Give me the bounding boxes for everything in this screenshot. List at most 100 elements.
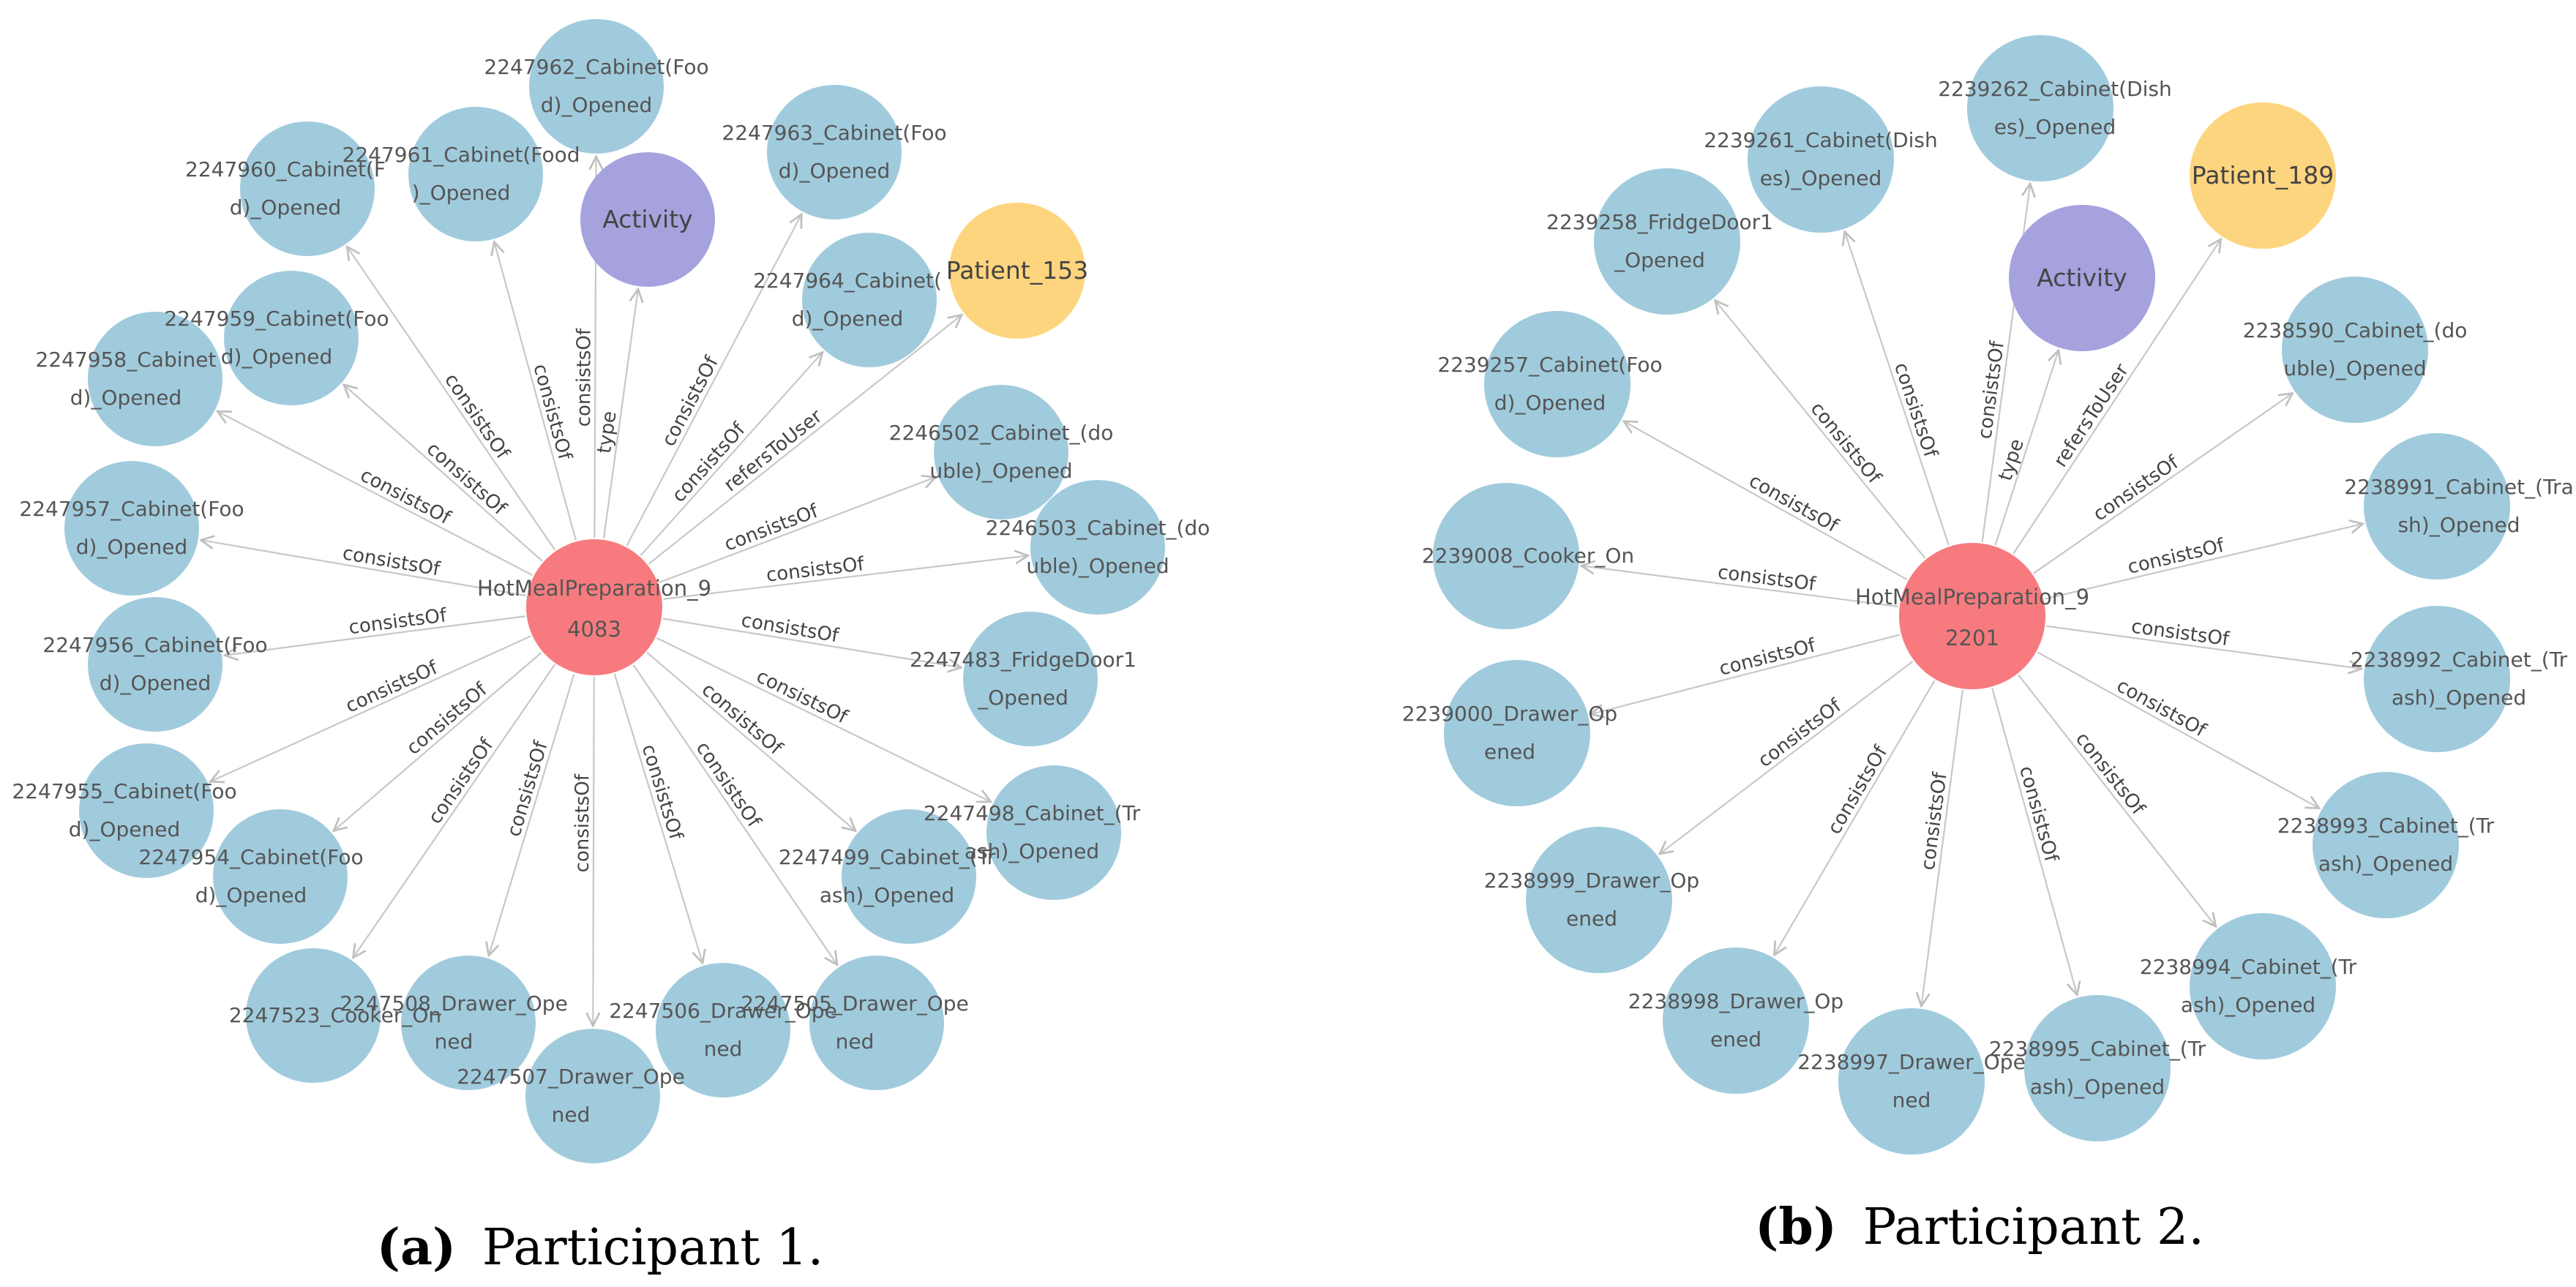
sensor-event-node[interactable] <box>809 956 944 1090</box>
node-label: uble)_Opened <box>1026 554 1169 578</box>
sensor-event-node[interactable] <box>246 948 381 1083</box>
sensor-event-node[interactable] <box>2190 913 2336 1059</box>
edge-line <box>1624 421 1908 581</box>
node-label: 2239258_FridgeDoor1 <box>1546 210 1773 234</box>
edge-label: consistsOf <box>1716 561 1817 596</box>
caption-participant-2: (b) Participant 2. <box>1755 1198 2204 1256</box>
edge-line <box>494 242 577 541</box>
edge-label: consistsOf <box>2071 728 2149 819</box>
sensor-event-node[interactable] <box>1663 948 1809 1094</box>
edge-line <box>646 651 855 831</box>
edge-label: consistsOf <box>637 742 687 843</box>
node-label: 2238999_Drawer_Op <box>1484 868 1699 893</box>
edge-line <box>1994 350 2058 546</box>
sensor-event-node[interactable] <box>1967 35 2113 181</box>
edge-line <box>626 214 801 547</box>
sensor-event-node[interactable] <box>79 743 214 878</box>
node-label: ash)_Opened <box>2030 1075 2165 1099</box>
edge-n2239261: consistsOf <box>1845 232 1950 546</box>
sensor-event-node[interactable] <box>767 85 902 219</box>
sensor-event-node[interactable] <box>64 461 199 596</box>
sensor-event-node[interactable] <box>1030 480 1165 615</box>
node-label: 2247964_Cabinet( <box>753 269 942 293</box>
sensor-event-node[interactable] <box>656 963 790 1097</box>
node-label: ash)_Opened <box>965 839 1099 863</box>
sensor-event-node[interactable] <box>401 956 536 1090</box>
node-label: d)_Opened <box>230 195 341 219</box>
node-label: Patient_189 <box>2192 161 2334 190</box>
edge-line <box>210 635 531 781</box>
node-label: 2239000_Drawer_Op <box>1402 702 1617 726</box>
sensor-event-node[interactable] <box>1484 311 1630 457</box>
sensor-event-node[interactable] <box>1748 86 1894 233</box>
node-label: ash)_Opened <box>2318 852 2453 876</box>
edge-n2239257: consistsOf <box>1624 421 1908 581</box>
edge-label: consistsOf <box>722 500 822 555</box>
sensor-event-node[interactable] <box>88 597 222 732</box>
node-label: ned <box>435 1029 473 1054</box>
edge-label: refersToUser <box>2050 360 2133 471</box>
edge-label: consistsOf <box>2130 615 2231 650</box>
edge-line <box>1660 660 1914 854</box>
node-label: 2238995_Cabinet_(Tr <box>1989 1037 2206 1061</box>
edge-line <box>225 615 525 655</box>
edge-line <box>640 353 823 556</box>
activity-instance-label: HotMealPreparation_9 <box>1855 585 2089 609</box>
sensor-event-node[interactable] <box>224 271 359 405</box>
patient-node[interactable] <box>949 203 1085 339</box>
sensor-event-node[interactable] <box>842 809 976 944</box>
node-label: ned <box>552 1103 591 1127</box>
node-label: 2247523_Cooker_On <box>229 1003 441 1027</box>
node-label: 2247498_Cabinet_(Tr <box>924 801 1141 825</box>
sensor-event-node[interactable] <box>1444 660 1590 806</box>
edge-label: consistsOf <box>1745 470 1843 537</box>
node-label: 2247499_Cabinet_(Tr <box>779 845 996 869</box>
edge-n2238992: consistsOf <box>2045 615 2362 669</box>
sensor-event-node[interactable] <box>408 107 543 241</box>
edge-label: consistsOf <box>1717 634 1818 680</box>
sensor-event-node[interactable] <box>2364 433 2510 579</box>
sensor-event-node[interactable] <box>240 121 375 256</box>
node-label: d)_Opened <box>792 307 903 331</box>
activity-instance-label: HotMealPreparation_9 <box>477 576 711 601</box>
node-label: 2238993_Cabinet_(Tr <box>2277 814 2495 838</box>
caption-participant-1: (a) Participant 1. <box>377 1218 823 1277</box>
node-label: ened <box>1710 1027 1761 1051</box>
patient-node[interactable] <box>2190 102 2336 249</box>
node-label: 2247962_Cabinet(Foo <box>484 55 708 79</box>
edge-line <box>1845 232 1950 546</box>
activity-instance-node[interactable] <box>1899 543 2045 689</box>
edge-label: consistsOf <box>503 738 553 839</box>
edge-label: consistsOf <box>1806 398 1886 489</box>
sensor-event-node[interactable] <box>213 809 348 944</box>
sensor-event-node[interactable] <box>1838 1008 1985 1155</box>
sensor-event-node[interactable] <box>2313 772 2459 918</box>
node-label: 2238992_Cabinet_(Tr <box>2351 648 2568 672</box>
sensor-event-node[interactable] <box>88 312 222 446</box>
sensor-event-node[interactable] <box>1594 168 1740 315</box>
sensor-event-node[interactable] <box>2282 277 2428 423</box>
node-label: 2247957_Cabinet(Foo <box>19 497 244 521</box>
edge-n2247956: consistsOf <box>225 604 525 655</box>
sensor-event-node[interactable] <box>802 233 937 367</box>
edge-line <box>2012 239 2221 555</box>
node-label: uble)_Opened <box>929 459 1072 483</box>
sensor-event-node[interactable] <box>2364 606 2510 752</box>
activity-instance-node[interactable] <box>526 539 662 675</box>
sensor-event-node[interactable] <box>986 765 1121 900</box>
node-label: )_Opened <box>412 181 511 205</box>
edge-n2247507: consistsOf <box>572 676 594 1026</box>
node-label: d)_Opened <box>70 386 181 410</box>
edge-n2238991: consistsOf <box>2045 524 2363 600</box>
sensor-event-node[interactable] <box>2024 995 2171 1141</box>
activity-node[interactable] <box>2009 205 2155 351</box>
sensor-event-node[interactable] <box>1526 827 1672 973</box>
sensor-event-node[interactable] <box>525 1029 660 1163</box>
sensor-event-node[interactable] <box>1433 483 1579 629</box>
sensor-event-node[interactable] <box>529 19 664 154</box>
sensor-event-node[interactable] <box>934 385 1068 519</box>
edge-line <box>217 411 533 577</box>
sensor-event-node[interactable] <box>963 612 1098 746</box>
activity-node[interactable] <box>580 152 715 287</box>
edge-label: consistsOf <box>740 609 841 647</box>
